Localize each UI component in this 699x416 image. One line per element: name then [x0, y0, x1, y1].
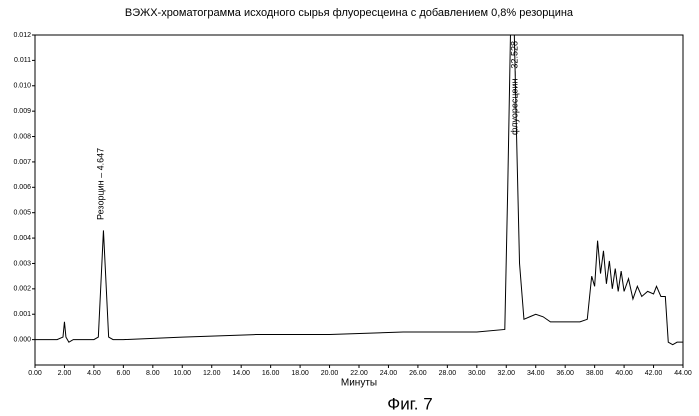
y-tick-label: 0.005	[13, 210, 31, 217]
x-tick-label: 16.00	[262, 370, 280, 377]
x-tick-label: 6.00	[117, 370, 131, 377]
y-tick-label: 0.010	[13, 83, 31, 90]
y-tick-label: 0.006	[13, 184, 31, 191]
x-tick-label: 20.00	[321, 370, 339, 377]
chart-title: ВЭЖХ-хроматограмма исходного сырья флуор…	[125, 7, 574, 19]
y-tick-label: 0.000	[13, 336, 31, 343]
y-tick-label: 0.009	[13, 108, 31, 115]
annotation: Резорцин – 4.647	[95, 148, 105, 220]
x-tick-label: 38.00	[586, 370, 604, 377]
chart: ВЭЖХ-хроматограмма исходного сырья флуор…	[0, 0, 699, 416]
x-tick-label: 10.00	[174, 370, 192, 377]
x-tick-label: 40.00	[615, 370, 633, 377]
x-tick-label: 42.00	[645, 370, 663, 377]
y-tick-label: 0.007	[13, 159, 31, 166]
x-tick-label: 30.00	[468, 370, 486, 377]
figure-caption: Фиг. 7	[387, 394, 432, 413]
y-tick-label: 0.008	[13, 133, 31, 140]
x-tick-label: 4.00	[87, 370, 101, 377]
x-tick-label: 44.00	[674, 370, 692, 377]
y-tick-label: 0.003	[13, 260, 31, 267]
x-tick-label: 22.00	[350, 370, 368, 377]
x-tick-label: 12.00	[203, 370, 221, 377]
x-tick-label: 0.00	[28, 370, 42, 377]
x-tick-label: 34.00	[527, 370, 545, 377]
x-tick-label: 28.00	[439, 370, 457, 377]
x-tick-label: 18.00	[291, 370, 309, 377]
y-tick-label: 0.002	[13, 286, 31, 293]
x-tick-label: 26.00	[409, 370, 427, 377]
x-tick-label: 2.00	[58, 370, 72, 377]
x-tick-label: 32.00	[498, 370, 516, 377]
chromatogram-line	[35, 22, 683, 344]
y-tick-label: 0.012	[13, 32, 31, 39]
x-tick-label: 36.00	[556, 370, 574, 377]
y-tick-label: 0.011	[14, 57, 31, 64]
plot-frame	[35, 35, 683, 365]
x-tick-label: 8.00	[146, 370, 160, 377]
y-tick-label: 0.004	[13, 235, 31, 242]
x-tick-label: 14.00	[232, 370, 250, 377]
x-axis-label: Минуты	[341, 378, 377, 389]
x-tick-label: 24.00	[380, 370, 398, 377]
y-tick-label: 0.001	[13, 311, 31, 318]
